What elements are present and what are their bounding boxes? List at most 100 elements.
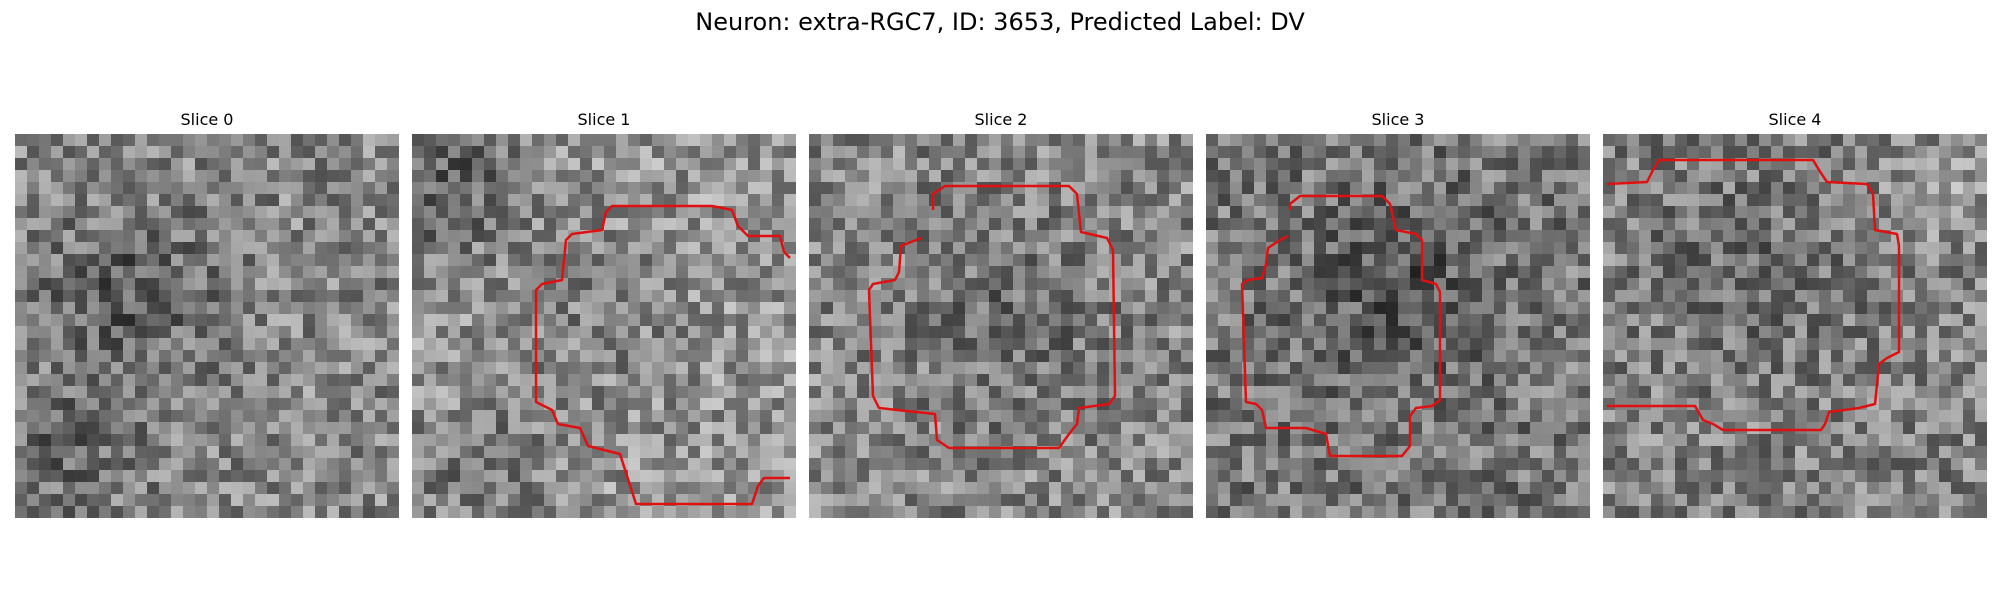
image-pixel xyxy=(712,422,725,435)
image-pixel xyxy=(243,362,256,375)
image-pixel xyxy=(436,506,449,518)
image-pixel xyxy=(1085,290,1098,303)
image-pixel xyxy=(1145,290,1158,303)
image-pixel xyxy=(784,230,796,243)
image-pixel xyxy=(1169,506,1182,518)
image-pixel xyxy=(748,134,761,147)
image-pixel xyxy=(604,278,617,291)
image-pixel xyxy=(1350,434,1363,447)
image-pixel xyxy=(1422,482,1435,495)
image-pixel xyxy=(1181,386,1193,399)
image-pixel xyxy=(243,146,256,159)
image-pixel xyxy=(123,218,136,231)
image-pixel xyxy=(39,254,52,267)
image-pixel xyxy=(1350,302,1363,315)
image-pixel xyxy=(568,206,581,219)
image-pixel xyxy=(39,314,52,327)
image-pixel xyxy=(1446,266,1459,279)
image-pixel xyxy=(736,338,749,351)
image-pixel xyxy=(1290,278,1303,291)
image-pixel xyxy=(664,242,677,255)
image-pixel xyxy=(1927,218,1940,231)
image-pixel xyxy=(941,458,954,471)
image-pixel xyxy=(772,194,785,207)
image-pixel xyxy=(472,470,485,483)
image-pixel xyxy=(1157,506,1170,518)
image-pixel xyxy=(460,470,473,483)
image-pixel xyxy=(772,458,785,471)
image-pixel xyxy=(1795,182,1808,195)
image-pixel xyxy=(375,254,388,267)
image-pixel xyxy=(412,434,425,447)
image-pixel xyxy=(75,482,88,495)
image-pixel xyxy=(809,290,822,303)
image-pixel xyxy=(1218,182,1231,195)
image-pixel xyxy=(508,194,521,207)
image-pixel xyxy=(556,482,569,495)
image-pixel xyxy=(1169,374,1182,387)
image-pixel xyxy=(135,506,148,518)
image-pixel xyxy=(1169,410,1182,423)
image-pixel xyxy=(1831,458,1844,471)
image-pixel xyxy=(544,254,557,267)
image-pixel xyxy=(1807,278,1820,291)
image-pixel xyxy=(327,290,340,303)
image-pixel xyxy=(1230,506,1243,518)
image-pixel xyxy=(351,470,364,483)
image-pixel xyxy=(1133,506,1146,518)
image-pixel xyxy=(1735,446,1748,459)
image-pixel xyxy=(893,422,906,435)
image-pixel xyxy=(917,374,930,387)
image-pixel xyxy=(520,218,533,231)
image-pixel xyxy=(1735,434,1748,447)
image-pixel xyxy=(1097,350,1110,363)
image-pixel xyxy=(1723,290,1736,303)
image-pixel xyxy=(1735,242,1748,255)
image-pixel xyxy=(1518,458,1531,471)
image-pixel xyxy=(412,446,425,459)
image-pixel xyxy=(111,218,124,231)
image-pixel xyxy=(1554,458,1567,471)
image-pixel xyxy=(1121,218,1134,231)
image-pixel xyxy=(1338,290,1351,303)
image-pixel xyxy=(688,374,701,387)
image-pixel xyxy=(472,386,485,399)
image-pixel xyxy=(989,206,1002,219)
image-pixel xyxy=(255,494,268,507)
image-pixel xyxy=(1049,338,1062,351)
image-pixel xyxy=(1530,170,1543,183)
image-pixel xyxy=(1831,338,1844,351)
image-pixel xyxy=(1903,134,1916,147)
image-pixel xyxy=(580,338,593,351)
image-pixel xyxy=(1819,362,1832,375)
image-pixel xyxy=(1266,398,1279,411)
image-pixel xyxy=(676,470,689,483)
image-pixel xyxy=(1975,410,1987,423)
image-pixel xyxy=(267,230,280,243)
image-pixel xyxy=(375,446,388,459)
image-pixel xyxy=(1699,194,1712,207)
image-pixel xyxy=(279,446,292,459)
image-pixel xyxy=(15,422,28,435)
image-pixel xyxy=(1843,458,1856,471)
image-pixel xyxy=(15,506,28,518)
image-pixel xyxy=(1037,254,1050,267)
image-pixel xyxy=(580,458,593,471)
image-pixel xyxy=(1434,506,1447,518)
image-pixel xyxy=(1218,506,1231,518)
image-pixel xyxy=(1398,206,1411,219)
image-pixel xyxy=(604,338,617,351)
image-pixel xyxy=(279,266,292,279)
image-pixel xyxy=(1121,422,1134,435)
image-pixel xyxy=(1398,194,1411,207)
image-pixel xyxy=(1422,350,1435,363)
image-pixel xyxy=(1963,302,1976,315)
image-pixel xyxy=(1326,206,1339,219)
image-pixel xyxy=(1603,362,1616,375)
image-pixel xyxy=(1121,506,1134,518)
image-pixel xyxy=(1206,242,1219,255)
image-pixel xyxy=(1530,446,1543,459)
image-pixel xyxy=(339,506,352,518)
image-pixel xyxy=(1747,362,1760,375)
image-pixel xyxy=(1771,266,1784,279)
